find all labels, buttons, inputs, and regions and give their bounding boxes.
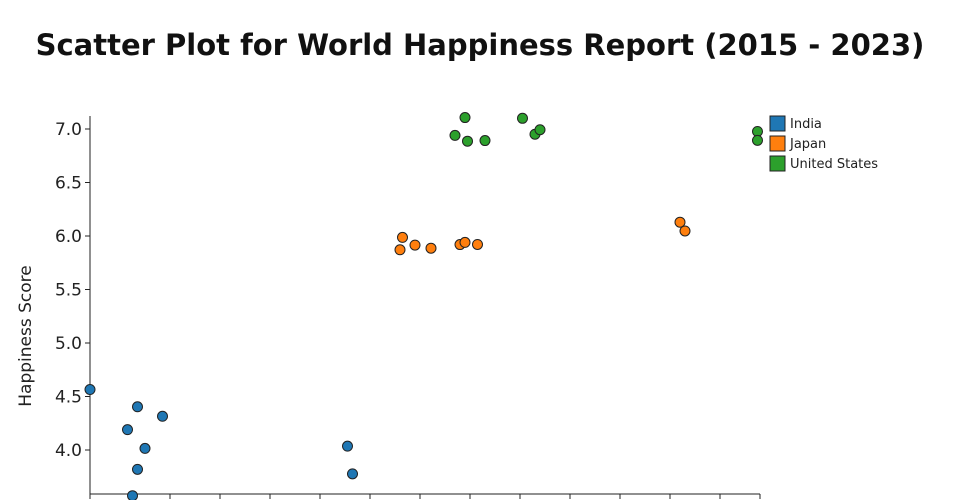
- data-point-india[interactable]: [347, 468, 358, 480]
- data-point-united-states[interactable]: [459, 112, 471, 124]
- data-point-japan[interactable]: [674, 216, 686, 228]
- y-tick-label: 6.5: [55, 174, 82, 194]
- data-point-japan[interactable]: [459, 236, 471, 248]
- data-point-india[interactable]: [342, 440, 353, 452]
- y-tick-label: 5.5: [55, 281, 82, 301]
- data-point-india[interactable]: [139, 442, 151, 454]
- y-tick-label: 4.5: [55, 388, 82, 408]
- y-tick-label: 5.0: [55, 334, 82, 354]
- data-point-india[interactable]: [122, 424, 133, 436]
- y-tick-label: 7.0: [55, 120, 82, 140]
- data-point-india[interactable]: [132, 401, 143, 413]
- data-point-japan[interactable]: [679, 225, 691, 237]
- y-tick-label: 6.0: [55, 227, 82, 247]
- axes: 4.0 4.5 5.0 5.5 6.0 6.5 7.0: [55, 116, 761, 499]
- data-point-japan[interactable]: [409, 239, 421, 251]
- data-point-united-states[interactable]: [479, 135, 491, 147]
- legend-swatch-japan: [769, 135, 786, 152]
- chart-title: Scatter Plot for World Happiness Report …: [36, 28, 925, 62]
- data-point-united-states[interactable]: [517, 112, 528, 124]
- legend-label-japan: Japan: [789, 137, 826, 152]
- data-point-india[interactable]: [132, 463, 143, 475]
- data-point-japan[interactable]: [472, 238, 483, 250]
- data-point-japan[interactable]: [397, 231, 408, 243]
- data-point-india[interactable]: [127, 490, 138, 500]
- data-point-united-states[interactable]: [449, 129, 461, 141]
- data-point-united-states[interactable]: [462, 135, 473, 147]
- data-point-india[interactable]: [84, 384, 96, 396]
- legend-swatch-united-states: [769, 155, 786, 172]
- legend-label-india: India: [790, 117, 822, 132]
- legend[interactable]: India Japan United States: [769, 115, 878, 172]
- data-point-united-states[interactable]: [534, 124, 546, 136]
- data-point-japan[interactable]: [394, 244, 406, 256]
- legend-label-united-states: United States: [790, 157, 878, 172]
- data-point-india[interactable]: [157, 410, 168, 422]
- data-points: [84, 112, 763, 500]
- data-point-japan[interactable]: [425, 242, 437, 254]
- y-axis-label: Happiness Score: [16, 265, 36, 406]
- data-point-united-states[interactable]: [752, 134, 763, 146]
- y-tick-label: 4.0: [55, 441, 82, 461]
- legend-swatch-india: [769, 115, 786, 132]
